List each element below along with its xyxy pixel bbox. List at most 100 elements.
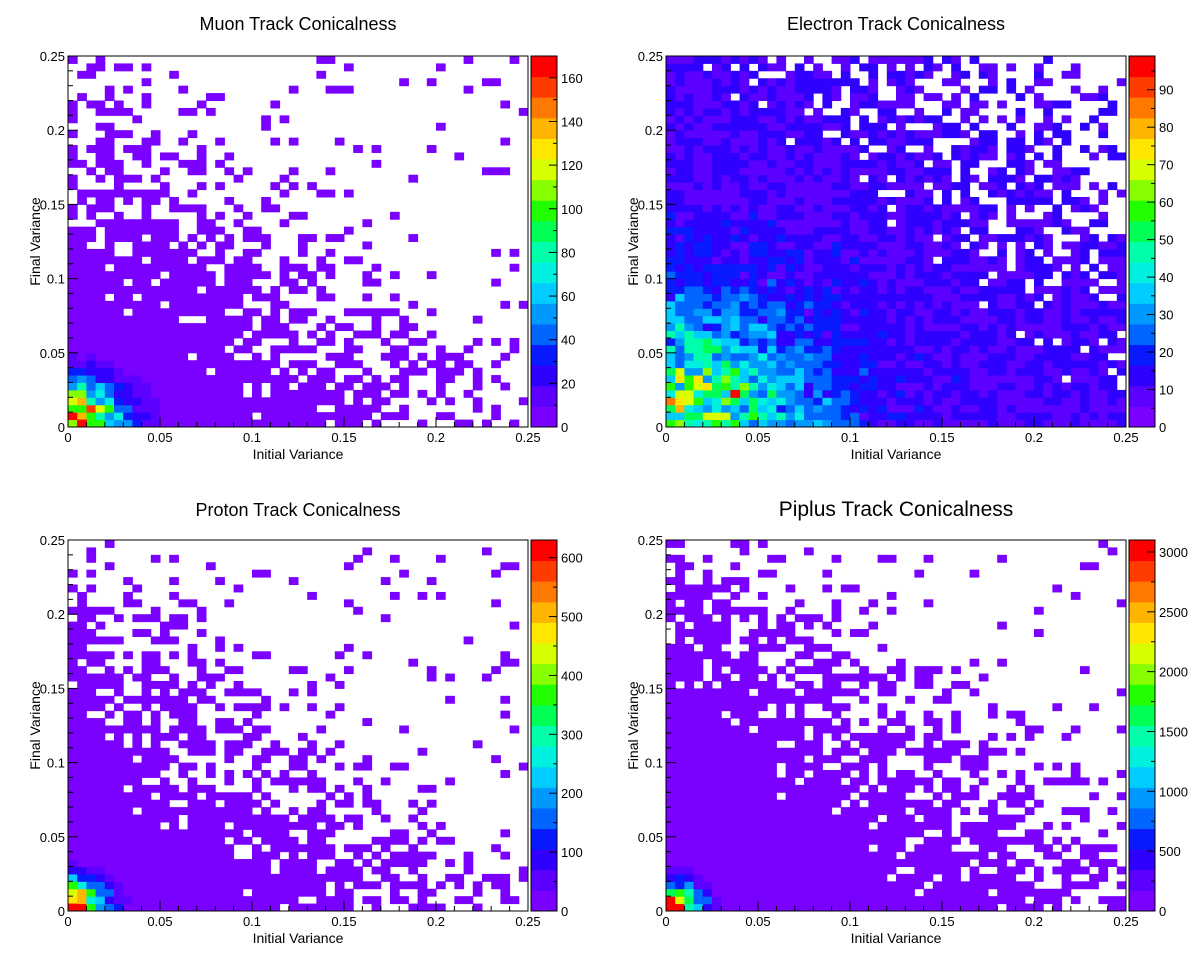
heatmap-cell [666,420,676,428]
heatmap-cell [132,696,142,704]
heatmap-cell [767,748,777,756]
heatmap-cell [868,242,878,250]
heatmap-cell [694,792,704,800]
heatmap-cell [786,755,796,763]
heatmap-cell [234,271,244,279]
heatmap-cell [868,405,878,413]
heatmap-cell [399,331,409,339]
heatmap-cell [675,308,685,316]
heatmap-cell [206,904,216,912]
heatmap-cell [776,733,786,741]
heatmap-cell [703,115,713,123]
heatmap-cell [786,607,796,615]
heatmap-cell [206,740,216,748]
heatmap-cell [942,242,952,250]
heatmap-cell [224,293,234,301]
heatmap-cell [96,264,106,272]
heatmap-cell [684,629,694,637]
heatmap-cell [859,197,869,205]
heatmap-cell [786,785,796,793]
heatmap-cell [142,63,152,71]
heatmap-cell [666,123,676,131]
heatmap-cell [684,308,694,316]
heatmap-cell [703,866,713,874]
heatmap-cell [178,711,188,719]
color-bar-label: 80 [561,245,575,260]
heatmap-cell [270,837,280,845]
heatmap-cell [178,286,188,294]
heatmap-cell [924,56,934,64]
heatmap-cell [684,711,694,719]
heatmap-cell [896,78,906,86]
heatmap-cell [261,859,271,867]
heatmap-cell [758,78,768,86]
heatmap-cell [96,420,106,428]
heatmap-cell [712,382,722,390]
heatmap-cell [142,338,152,346]
heatmap-cell [887,115,897,123]
heatmap-cell [703,412,713,420]
heatmap-cell [712,889,722,897]
heatmap-cell [1025,382,1035,390]
heatmap-cell [408,800,418,808]
heatmap-cell [776,331,786,339]
heatmap-cell [491,167,501,175]
heatmap-cell [234,316,244,324]
heatmap-cell [399,881,409,889]
heatmap-cell [786,71,796,79]
heatmap-cell [721,577,731,585]
heatmap-cell [960,368,970,376]
heatmap-cell [1025,145,1035,153]
heatmap-cell [1034,353,1044,361]
heatmap-cell [188,904,198,912]
heatmap-cell [703,108,713,116]
heatmap-cell [298,405,308,413]
heatmap-cell [767,375,777,383]
heatmap-cell [896,420,906,428]
chart-title: Proton Track Conicalness [195,500,400,520]
heatmap-cell [786,390,796,398]
heatmap-cell [151,234,161,242]
heatmap-cell [1025,301,1035,309]
heatmap-cell [878,227,888,235]
heatmap-cell [887,397,897,405]
heatmap-cell [68,748,78,756]
heatmap-cell [960,108,970,116]
heatmap-cell [372,323,382,331]
heatmap-cell [362,279,372,287]
heatmap-cell [703,212,713,220]
heatmap-cell [767,301,777,309]
heatmap-cell [859,182,869,190]
heatmap-cell [68,651,78,659]
heatmap-cell [924,93,934,101]
heatmap-cell [243,770,253,778]
heatmap-cell [951,323,961,331]
heatmap-cell [850,167,860,175]
heatmap-cell [114,904,124,912]
heatmap-cell [77,614,87,622]
heatmap-cell [896,115,906,123]
heatmap-cell [77,382,87,390]
heatmap-cell [841,353,851,361]
heatmap-cell [749,755,759,763]
heatmap-cell [280,420,290,428]
heatmap-cell [896,160,906,168]
heatmap-cell [694,622,704,630]
heatmap-cell [252,271,262,279]
heatmap-cell [942,271,952,279]
heatmap-cell [666,792,676,800]
heatmap-cell [942,219,952,227]
heatmap-cell [307,852,317,860]
heatmap-cell [786,829,796,837]
heatmap-cell [1071,360,1081,368]
heatmap-cell [326,338,336,346]
heatmap-cell [399,412,409,420]
heatmap-cell [721,375,731,383]
heatmap-cell [464,866,474,874]
heatmap-cell [786,345,796,353]
heatmap-cell [850,360,860,368]
heatmap-cell [335,390,345,398]
heatmap-cell [887,420,897,428]
heatmap-cell [160,375,170,383]
heatmap-cell [703,375,713,383]
